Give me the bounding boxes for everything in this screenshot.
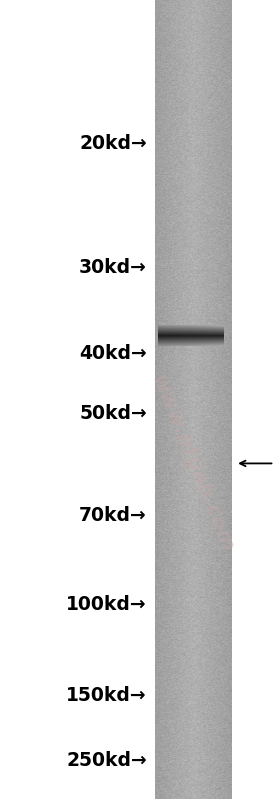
Text: 150kd→: 150kd→ <box>66 686 147 705</box>
Text: 40kd→: 40kd→ <box>79 344 147 363</box>
Text: 70kd→: 70kd→ <box>79 506 147 525</box>
Text: 30kd→: 30kd→ <box>79 258 147 277</box>
Text: www.ptgab.com: www.ptgab.com <box>147 372 237 555</box>
Text: 20kd→: 20kd→ <box>79 134 147 153</box>
Text: 100kd→: 100kd→ <box>66 595 147 614</box>
Text: 250kd→: 250kd→ <box>66 751 147 770</box>
Text: 50kd→: 50kd→ <box>79 403 147 423</box>
